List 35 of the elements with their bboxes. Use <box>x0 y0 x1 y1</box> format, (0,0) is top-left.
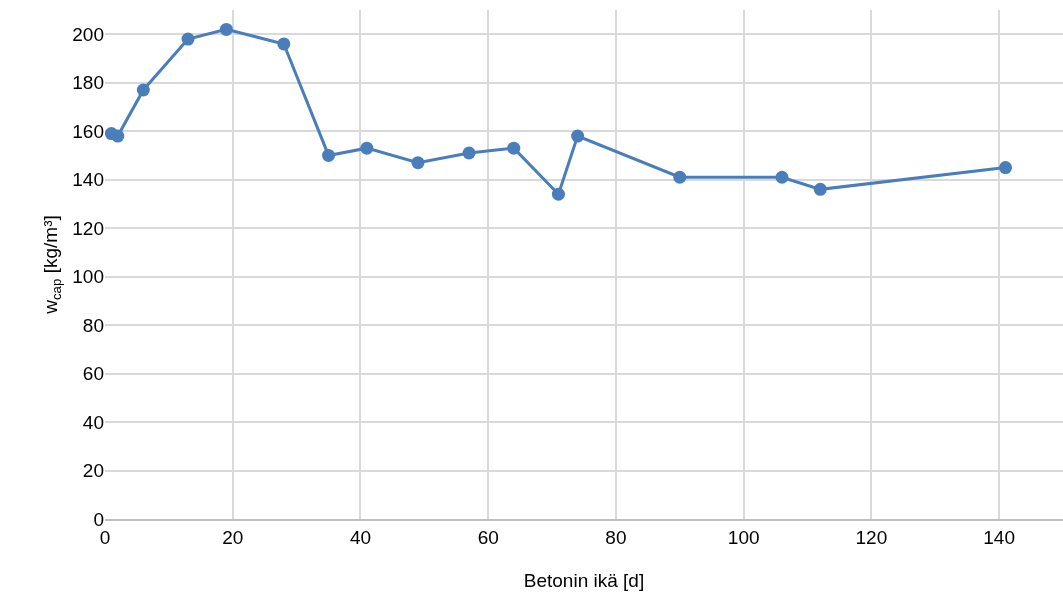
point <box>322 148 336 162</box>
point <box>277 37 291 51</box>
point <box>999 161 1013 175</box>
point <box>219 22 233 36</box>
x-tick-label: 60 <box>477 526 499 548</box>
point <box>551 187 565 201</box>
x-tick-label: 20 <box>222 526 244 548</box>
y-tick-label: 160 <box>72 120 104 142</box>
point <box>813 182 827 196</box>
point <box>775 170 789 184</box>
y-tick-label: 120 <box>72 217 104 239</box>
point <box>571 129 585 143</box>
point <box>411 156 425 170</box>
x-axis-title: Betonin ikä [d] <box>523 570 645 591</box>
y-tick-label: 100 <box>72 266 104 288</box>
point <box>181 32 195 46</box>
y-tick-label: 180 <box>72 72 104 94</box>
y-tick-label: 60 <box>82 363 104 385</box>
point <box>507 141 521 155</box>
y-tick-label: 0 <box>93 508 104 530</box>
x-tick-label: 140 <box>983 526 1015 548</box>
x-tick-label: 120 <box>855 526 888 548</box>
y-tick-label: 20 <box>82 460 104 482</box>
y-tick-label: 80 <box>82 314 104 336</box>
y-tick-label: 140 <box>72 169 104 191</box>
y-tick-label: 200 <box>72 23 104 45</box>
point <box>673 170 687 184</box>
point <box>360 141 374 155</box>
y-tick-label: 40 <box>82 411 104 433</box>
point <box>136 83 150 97</box>
x-tick-label: 80 <box>605 526 627 548</box>
point <box>111 129 125 143</box>
x-tick-label: 100 <box>727 526 760 548</box>
x-tick-label: 40 <box>349 526 372 548</box>
point <box>462 146 476 160</box>
